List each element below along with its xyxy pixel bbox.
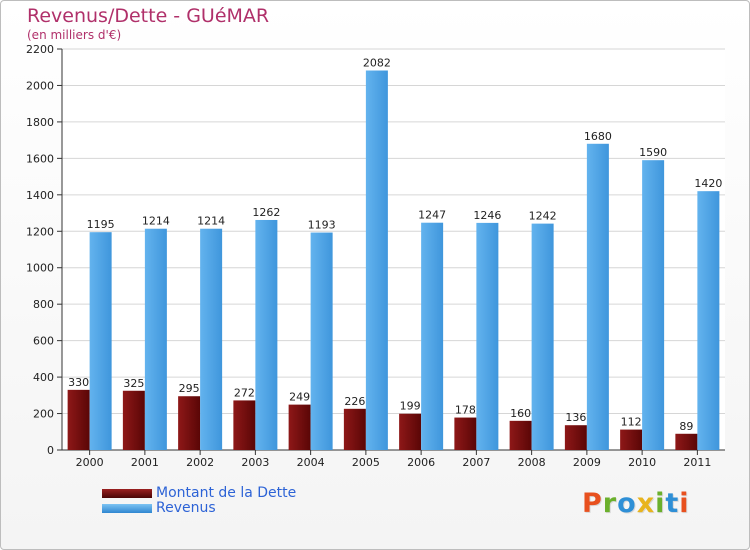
bar-revenus [642, 160, 665, 450]
bar-revenus [476, 222, 499, 450]
x-tick-label: 2002 [186, 456, 214, 469]
x-tick-label: 2008 [518, 456, 546, 469]
value-label-revenus: 1214 [142, 215, 170, 228]
bar-dette [564, 425, 587, 450]
bar-revenus [255, 219, 278, 450]
bar-revenus [531, 223, 554, 450]
logo-letter: r [602, 488, 618, 519]
value-label-dette: 330 [68, 376, 89, 389]
legend-swatch-dette [102, 489, 152, 498]
bar-revenus [144, 228, 167, 450]
y-tick-label: 2000 [26, 79, 54, 92]
y-tick-label: 800 [33, 298, 54, 311]
bar-dette [343, 408, 366, 450]
bar-dette [67, 389, 90, 450]
legend-swatch-revenus [102, 504, 152, 513]
y-tick-label: 0 [47, 444, 54, 457]
value-label-revenus: 1262 [252, 206, 280, 219]
y-tick-label: 400 [33, 371, 54, 384]
value-label-revenus: 1420 [694, 177, 722, 190]
bar-dette [620, 429, 643, 450]
x-tick-label: 2011 [683, 456, 711, 469]
value-label-revenus: 1195 [87, 218, 115, 231]
y-tick-label: 1600 [26, 152, 54, 165]
value-label-dette: 178 [455, 404, 476, 417]
logo-letter: P [582, 488, 603, 519]
x-tick-label: 2003 [241, 456, 269, 469]
y-tick-label: 1200 [26, 225, 54, 238]
logo-letter: o [617, 488, 637, 519]
value-label-dette: 249 [289, 391, 310, 404]
value-label-dette: 295 [179, 382, 200, 395]
x-tick-label: 2001 [131, 456, 159, 469]
value-label-dette: 136 [565, 411, 586, 424]
value-label-revenus: 1590 [639, 146, 667, 159]
bar-dette [399, 413, 422, 450]
value-label-dette: 112 [621, 416, 642, 429]
bar-dette [454, 417, 477, 450]
x-tick-label: 2005 [352, 456, 380, 469]
bar-dette [509, 420, 532, 450]
value-label-revenus: 1246 [473, 209, 501, 222]
bar-dette [675, 433, 698, 450]
legend-label-dette: Montant de la Dette [156, 485, 297, 501]
logo-letter: i [655, 488, 666, 519]
value-label-dette: 160 [510, 407, 531, 420]
value-label-revenus: 1193 [308, 219, 336, 232]
bar-dette [233, 400, 256, 450]
y-tick-label: 1000 [26, 262, 54, 275]
proxiti-logo: Proxiti [582, 488, 690, 519]
plot-area [62, 49, 725, 450]
bar-revenus [89, 232, 112, 450]
value-label-revenus: 1247 [418, 209, 446, 222]
value-label-revenus: 1214 [197, 215, 225, 228]
bar-dette [288, 404, 311, 450]
x-tick-label: 2006 [407, 456, 435, 469]
value-label-revenus: 1680 [584, 130, 612, 143]
logo-letter: i [679, 488, 690, 519]
value-label-revenus: 1242 [529, 210, 557, 223]
x-tick-label: 2010 [628, 456, 656, 469]
x-tick-label: 2009 [573, 456, 601, 469]
value-label-dette: 325 [123, 377, 144, 390]
value-label-revenus: 2082 [363, 57, 391, 70]
x-tick-label: 2000 [76, 456, 104, 469]
bar-revenus [421, 222, 444, 450]
bar-revenus [310, 232, 333, 450]
value-label-dette: 272 [234, 386, 255, 399]
x-tick-label: 2004 [297, 456, 325, 469]
bar-revenus [586, 143, 609, 451]
x-tick-label: 2007 [462, 456, 490, 469]
value-label-dette: 199 [400, 400, 421, 413]
y-tick-label: 1800 [26, 116, 54, 129]
y-tick-label: 600 [33, 335, 54, 348]
y-tick-label: 1400 [26, 189, 54, 202]
bar-revenus [365, 70, 388, 450]
y-tick-label: 200 [33, 408, 54, 421]
bar-revenus [200, 228, 223, 450]
value-label-dette: 226 [344, 395, 365, 408]
bar-dette [178, 396, 201, 450]
logo-letter: t [665, 488, 680, 519]
value-label-dette: 89 [679, 420, 693, 433]
legend-label-revenus: Revenus [156, 500, 216, 516]
bar-dette [122, 390, 145, 450]
logo-letter: x [636, 488, 656, 519]
y-tick-label: 2200 [26, 43, 54, 56]
bar-revenus [697, 191, 720, 450]
chart-subtitle: (en milliers d'€) [27, 28, 122, 42]
chart-title: Revenus/Dette - GUéMAR [27, 5, 270, 27]
